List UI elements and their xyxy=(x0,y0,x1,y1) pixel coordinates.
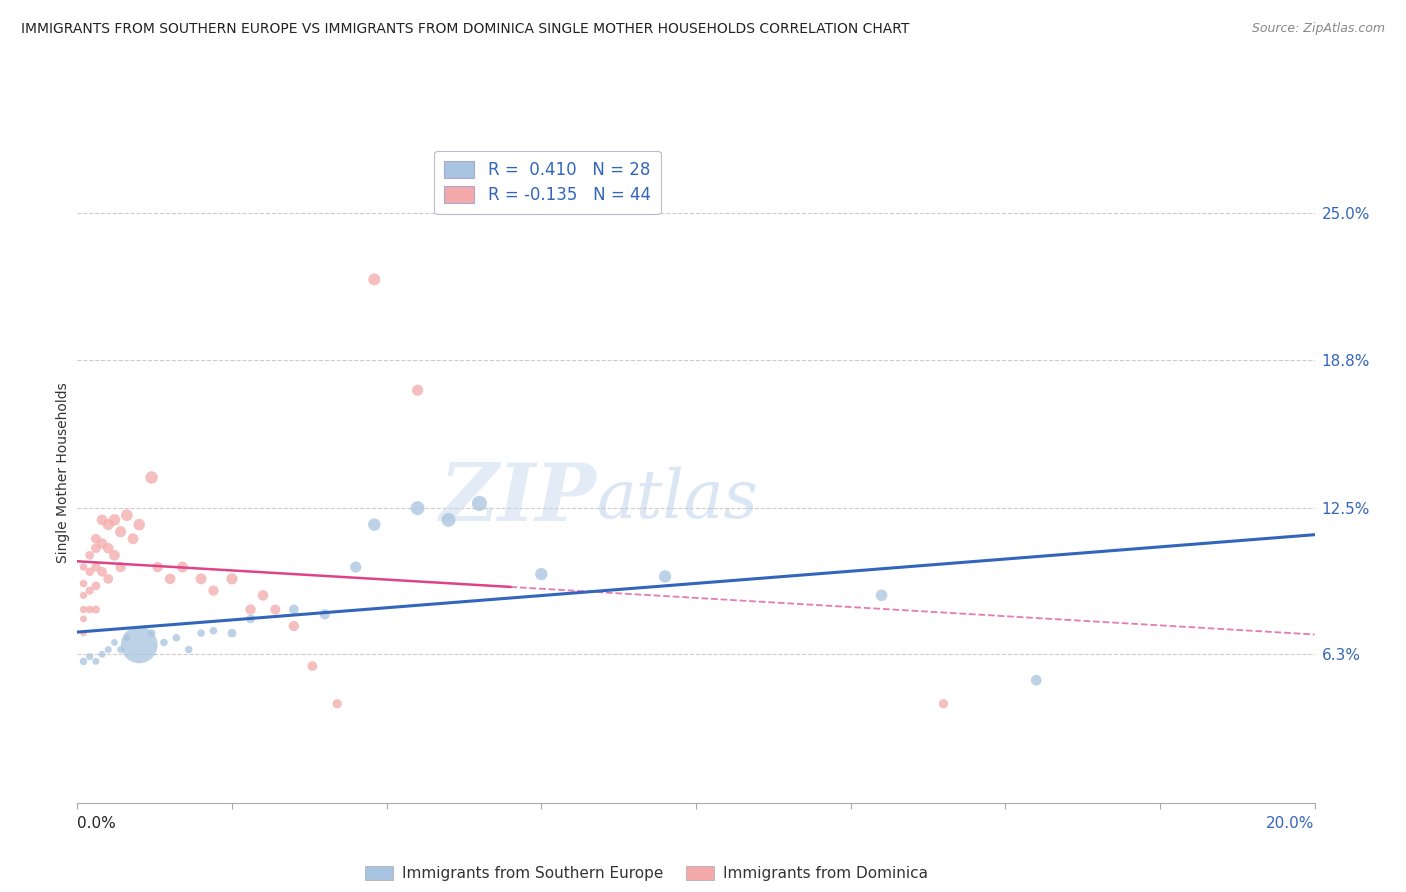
Point xyxy=(79,602,101,616)
Point xyxy=(91,565,114,579)
Point xyxy=(252,588,274,602)
Point xyxy=(177,642,200,657)
Point xyxy=(326,697,349,711)
Point xyxy=(202,624,225,638)
Point xyxy=(115,508,138,523)
Point xyxy=(72,654,94,668)
Point xyxy=(103,548,125,563)
Point xyxy=(468,496,491,510)
Point xyxy=(79,649,101,664)
Point xyxy=(91,536,114,550)
Point xyxy=(72,588,94,602)
Point xyxy=(103,635,125,649)
Point xyxy=(97,572,120,586)
Point xyxy=(344,560,367,574)
Text: IMMIGRANTS FROM SOUTHERN EUROPE VS IMMIGRANTS FROM DOMINICA SINGLE MOTHER HOUSEH: IMMIGRANTS FROM SOUTHERN EUROPE VS IMMIG… xyxy=(21,22,910,37)
Point xyxy=(79,565,101,579)
Y-axis label: Single Mother Households: Single Mother Households xyxy=(56,383,70,563)
Point xyxy=(363,517,385,532)
Legend: R =  0.410   N = 28, R = -0.135   N = 44: R = 0.410 N = 28, R = -0.135 N = 44 xyxy=(434,151,661,214)
Point xyxy=(146,560,169,574)
Point xyxy=(406,501,429,516)
Point xyxy=(72,576,94,591)
Point xyxy=(72,560,94,574)
Point xyxy=(115,631,138,645)
Point xyxy=(97,642,120,657)
Point xyxy=(870,588,893,602)
Point xyxy=(84,532,107,546)
Text: 20.0%: 20.0% xyxy=(1267,816,1315,831)
Point xyxy=(190,626,212,640)
Point xyxy=(264,602,287,616)
Point xyxy=(239,602,262,616)
Point xyxy=(110,560,132,574)
Point xyxy=(283,619,305,633)
Point xyxy=(190,572,212,586)
Text: Source: ZipAtlas.com: Source: ZipAtlas.com xyxy=(1251,22,1385,36)
Point xyxy=(84,654,107,668)
Point xyxy=(128,517,150,532)
Point xyxy=(97,541,120,556)
Point xyxy=(1025,673,1047,688)
Point xyxy=(406,384,429,398)
Point xyxy=(84,579,107,593)
Point xyxy=(97,517,120,532)
Point xyxy=(79,583,101,598)
Point xyxy=(932,697,955,711)
Point xyxy=(159,572,181,586)
Point xyxy=(128,638,150,652)
Point xyxy=(172,560,194,574)
Point xyxy=(84,560,107,574)
Point xyxy=(165,631,187,645)
Point xyxy=(283,602,305,616)
Point xyxy=(79,548,101,563)
Text: 0.0%: 0.0% xyxy=(77,816,117,831)
Point xyxy=(72,602,94,616)
Text: ZIP: ZIP xyxy=(440,460,598,538)
Point xyxy=(84,602,107,616)
Point xyxy=(72,612,94,626)
Point xyxy=(110,642,132,657)
Point xyxy=(110,524,132,539)
Point xyxy=(221,572,243,586)
Point xyxy=(301,659,323,673)
Point xyxy=(122,532,145,546)
Point xyxy=(530,567,553,582)
Point xyxy=(363,272,385,286)
Point xyxy=(103,513,125,527)
Point xyxy=(654,569,676,583)
Point xyxy=(141,626,163,640)
Point xyxy=(314,607,336,622)
Point xyxy=(153,635,176,649)
Point xyxy=(141,470,163,484)
Point xyxy=(91,648,114,662)
Point xyxy=(239,612,262,626)
Point xyxy=(84,541,107,556)
Text: atlas: atlas xyxy=(598,467,759,532)
Point xyxy=(221,626,243,640)
Point xyxy=(437,513,460,527)
Point xyxy=(72,626,94,640)
Point xyxy=(202,583,225,598)
Point xyxy=(91,513,114,527)
